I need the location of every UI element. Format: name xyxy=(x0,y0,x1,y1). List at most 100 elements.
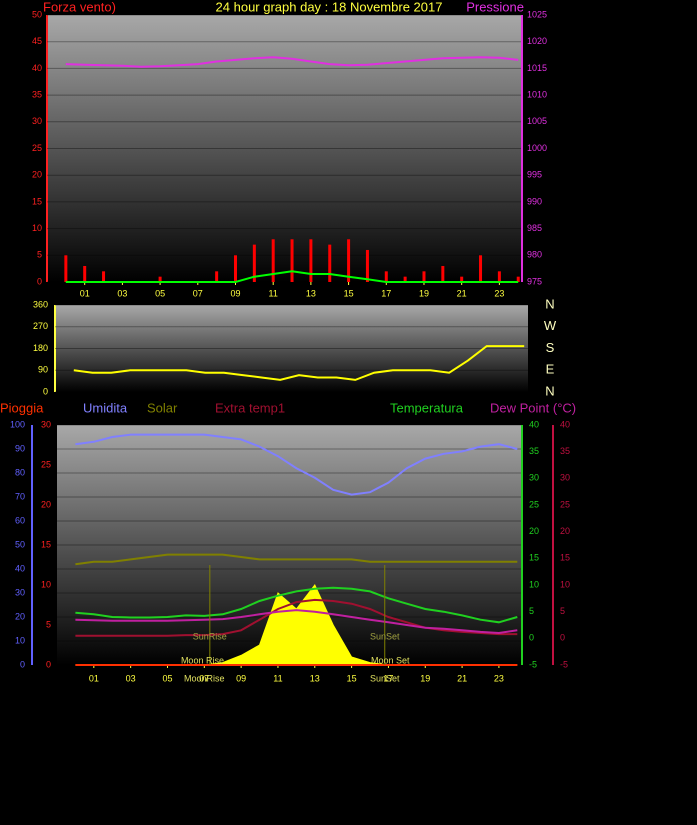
y-tick-label: 90 xyxy=(38,365,48,375)
bar xyxy=(347,239,351,282)
y-tick-label: 25 xyxy=(32,143,42,153)
y-tick-label: 20 xyxy=(15,611,25,621)
y-tick-label: 80 xyxy=(15,467,25,477)
y2-tick-label: N xyxy=(545,296,554,311)
y2-tick-label: 30 xyxy=(529,473,539,483)
y3-tick-label: 10 xyxy=(41,579,51,589)
y2-tick-label: 20 xyxy=(529,526,539,536)
x-tick-label: 13 xyxy=(310,673,320,683)
x-tick-label: 15 xyxy=(347,673,357,683)
line xyxy=(75,553,518,566)
y4-tick-label: 30 xyxy=(560,473,570,483)
bar xyxy=(384,271,388,282)
y3-tick-label: 0 xyxy=(46,659,51,669)
line xyxy=(75,609,518,635)
chart-title: 24 hour graph day : 18 Novembre 2017 xyxy=(216,0,443,14)
x-tick-label: 09 xyxy=(236,673,246,683)
y2-tick-label: 1000 xyxy=(527,143,547,153)
y4-tick-label: 0 xyxy=(560,633,565,643)
y2-tick-label: 1010 xyxy=(527,89,547,99)
bar xyxy=(215,271,219,282)
y2-tick-label: S xyxy=(546,340,555,355)
y-tick-label: 90 xyxy=(15,443,25,453)
y2-axis-label: Pressione xyxy=(466,0,524,14)
y-tick-label: 60 xyxy=(15,515,25,525)
bar xyxy=(158,276,162,282)
y2-tick-label: 1020 xyxy=(527,36,547,46)
x-tick-label: 19 xyxy=(419,288,429,298)
bar xyxy=(479,255,483,282)
y4-tick-label: 35 xyxy=(560,446,570,456)
x-tick-label: 15 xyxy=(344,288,354,298)
bar xyxy=(460,276,464,282)
y2-tick-label: 1015 xyxy=(527,63,547,73)
bar xyxy=(271,239,275,282)
y4-tick-label: 5 xyxy=(560,606,565,616)
legend-label: Solar xyxy=(147,400,178,415)
y-tick-label: 50 xyxy=(15,539,25,549)
y-tick-label: 20 xyxy=(32,170,42,180)
plot-area xyxy=(47,15,522,282)
y3-tick-label: 20 xyxy=(41,499,51,509)
y-tick-label: 50 xyxy=(32,9,42,19)
bar xyxy=(252,244,256,282)
y-tick-label: 100 xyxy=(10,419,25,429)
y4-tick-label: -5 xyxy=(560,659,568,669)
y2-tick-label: 15 xyxy=(529,553,539,563)
y2-tick-label: 0 xyxy=(529,633,534,643)
y-tick-label: 45 xyxy=(32,36,42,46)
y2-tick-label: 25 xyxy=(529,499,539,509)
bar xyxy=(422,271,426,282)
y2-tick-label: 975 xyxy=(527,276,542,286)
x-tick-label: 17 xyxy=(381,288,391,298)
y2-tick-label: 1025 xyxy=(527,9,547,19)
x-tick-label: 07 xyxy=(193,288,203,298)
y4-tick-label: 40 xyxy=(560,419,570,429)
bar xyxy=(328,244,332,282)
event-label: Moon Rise xyxy=(181,655,224,665)
x-tick-label: 07 xyxy=(199,673,209,683)
y-tick-label: 40 xyxy=(15,563,25,573)
y-tick-label: 0 xyxy=(43,386,48,396)
y3-tick-label: 30 xyxy=(41,419,51,429)
bar xyxy=(309,239,313,282)
bar xyxy=(290,239,294,282)
x-tick-label: 01 xyxy=(80,288,90,298)
y2-tick-label: 995 xyxy=(527,170,542,180)
y-tick-label: 30 xyxy=(15,587,25,597)
x-tick-label: 09 xyxy=(230,288,240,298)
event-label: SunSet xyxy=(370,673,400,683)
x-tick-label: 23 xyxy=(494,288,504,298)
line xyxy=(73,345,525,381)
legend-label: Pioggia xyxy=(0,400,44,415)
event-label: MoonRise xyxy=(184,673,225,683)
y2-tick-label: N xyxy=(545,383,554,398)
x-tick-label: 03 xyxy=(126,673,136,683)
line xyxy=(75,598,518,637)
y2-tick-label: 985 xyxy=(527,223,542,233)
y2-tick-label: 40 xyxy=(529,419,539,429)
x-tick-label: 03 xyxy=(117,288,127,298)
bar xyxy=(403,276,407,282)
line xyxy=(75,433,518,496)
y2-tick-label: 5 xyxy=(529,606,534,616)
bar xyxy=(102,271,106,282)
y-tick-label: 5 xyxy=(37,250,42,260)
y4-tick-label: 20 xyxy=(560,526,570,536)
y2-tick-label: 10 xyxy=(529,579,539,589)
y3-tick-label: 5 xyxy=(46,619,51,629)
event-label: SunRise xyxy=(193,631,227,641)
x-tick-label: 17 xyxy=(383,673,393,683)
y4-tick-label: 10 xyxy=(560,579,570,589)
x-tick-label: 05 xyxy=(162,673,172,683)
legend-label: Dew Point (°C) xyxy=(490,400,576,415)
y-tick-label: 0 xyxy=(20,659,25,669)
y-tick-label: 0 xyxy=(37,276,42,286)
y-tick-label: 70 xyxy=(15,491,25,501)
y-tick-label: 40 xyxy=(32,63,42,73)
legend-label: Extra temp1 xyxy=(215,400,285,415)
y2-tick-label: -5 xyxy=(529,659,537,669)
x-tick-label: 05 xyxy=(155,288,165,298)
bar xyxy=(233,255,237,282)
y-tick-label: 15 xyxy=(32,196,42,206)
